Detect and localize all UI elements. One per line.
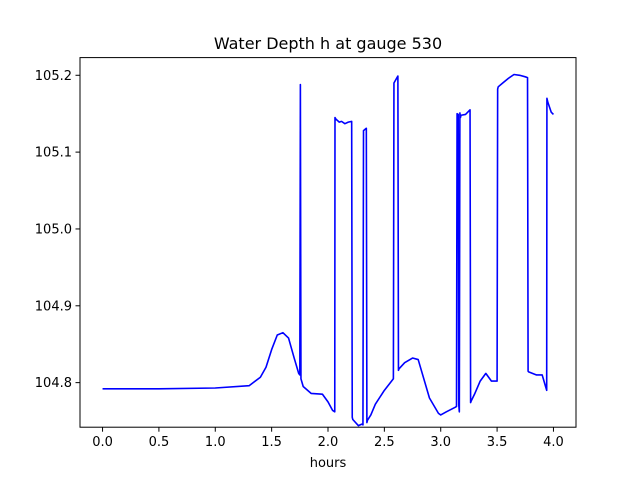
x-tick-label: 3.0 [430, 435, 451, 450]
x-tick-label: 3.5 [487, 435, 508, 450]
series-line-layer [102, 73, 555, 427]
x-tick-label: 4.0 [543, 435, 564, 450]
y-tick-label: 105.1 [35, 146, 72, 161]
y-tick-label: 104.9 [35, 299, 72, 314]
x-axis-label: hours [310, 456, 347, 471]
y-axis: 104.8 104.9 105.0 105.1 105.2 [35, 69, 80, 391]
x-tick-label: 1.5 [261, 435, 282, 450]
y-tick-label: 105.0 [35, 222, 72, 237]
chart-title: Water Depth h at gauge 530 [214, 34, 442, 53]
x-axis: 0.0 0.5 1.0 1.5 2.0 2.5 3.0 3.5 4.0 [92, 427, 564, 450]
x-tick-label: 0.5 [149, 435, 170, 450]
y-tick-label: 105.2 [35, 69, 72, 84]
x-tick-label: 2.5 [374, 435, 395, 450]
x-tick-label: 1.0 [205, 435, 226, 450]
y-tick-label: 104.8 [35, 376, 72, 391]
x-tick-label: 0.0 [92, 435, 113, 450]
series-line-0 [102, 73, 555, 427]
plot-frame [79, 57, 577, 428]
x-tick-label: 2.0 [318, 435, 339, 450]
